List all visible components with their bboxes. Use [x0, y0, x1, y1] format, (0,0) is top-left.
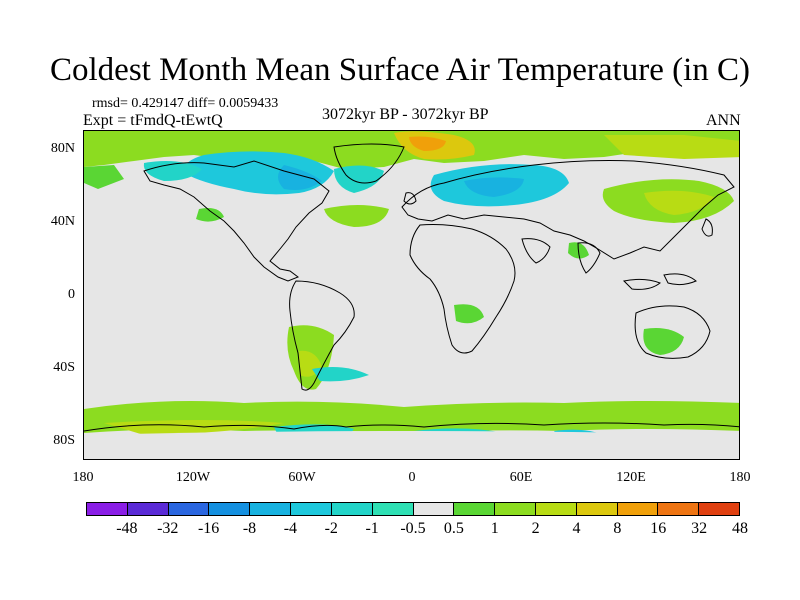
- legend-swatch: [576, 503, 618, 515]
- legend-label: 0.5: [443, 520, 464, 537]
- coastline-africa: [409, 224, 516, 354]
- anomaly-region: [464, 177, 524, 197]
- coastline-antarctica: [84, 422, 739, 432]
- lon-label: 120E: [616, 470, 646, 485]
- legend-label: 1: [490, 520, 499, 537]
- temperature-map: [84, 131, 739, 459]
- legend-swatch: [617, 503, 659, 515]
- coastline-eurasia: [401, 160, 735, 260]
- legend-label: 16: [650, 520, 667, 537]
- anomaly-region: [644, 190, 714, 215]
- period-label: 3072kyr BP - 3072kyr BP: [322, 106, 489, 123]
- lat-label: 40N: [50, 214, 75, 229]
- legend-swatch: [372, 503, 414, 515]
- legend-swatch: [331, 503, 373, 515]
- coastline-greenland: [333, 143, 405, 184]
- anomaly-region: [84, 431, 739, 459]
- legend-swatch: [413, 503, 455, 515]
- legend-swatch: [535, 503, 577, 515]
- season-label: ANN: [706, 112, 741, 129]
- lon-label: 180: [72, 470, 94, 485]
- legend-swatch: [127, 503, 169, 515]
- lat-label: 0: [68, 287, 75, 302]
- coastline-australia: [634, 305, 711, 359]
- legend-swatch: [495, 503, 536, 515]
- coastline-south-america: [289, 280, 355, 391]
- legend-label: 8: [613, 520, 622, 537]
- legend-swatch: [250, 503, 292, 515]
- coastline-india: [521, 238, 551, 264]
- legend-swatch: [658, 503, 700, 515]
- lon-label: 60W: [288, 470, 316, 485]
- legend-label: -4: [283, 520, 298, 537]
- legend-label: 32: [691, 520, 708, 537]
- anomaly-region: [643, 328, 684, 355]
- color-legend: [86, 502, 740, 516]
- legend-label: 2: [531, 520, 540, 537]
- stats-text: rmsd= 0.429147 diff= 0.0059433: [92, 96, 279, 111]
- legend-swatch: [454, 503, 496, 515]
- anomaly-region: [334, 165, 384, 193]
- legend-label: 48: [732, 520, 748, 537]
- anomaly-region: [84, 165, 124, 189]
- lat-label: 80S: [53, 433, 75, 448]
- lon-label: 120W: [175, 470, 211, 485]
- legend-label: -0.5: [400, 520, 426, 537]
- anomaly-region: [312, 367, 369, 382]
- legend-swatch: [168, 503, 210, 515]
- coastline-islands: [663, 273, 697, 286]
- lat-label: 40S: [53, 360, 75, 375]
- map-panel: [83, 130, 740, 460]
- coastline-uk: [403, 192, 417, 205]
- legend-label: -2: [324, 520, 338, 537]
- anomaly-region: [604, 135, 739, 159]
- anomaly-region: [454, 304, 484, 324]
- anomaly-region: [104, 420, 284, 435]
- legend-label: -8: [242, 520, 257, 537]
- legend-swatch: [699, 503, 739, 515]
- lon-label: 180: [729, 470, 751, 485]
- coastline-japan: [701, 218, 713, 237]
- anomaly-region: [278, 165, 322, 190]
- lat-label: 80N: [50, 141, 75, 156]
- legend-label: -1: [365, 520, 379, 537]
- legend-label: 4: [572, 520, 581, 537]
- legend-swatch: [209, 503, 251, 515]
- anomaly-region: [409, 136, 446, 151]
- legend-swatch: [87, 503, 128, 515]
- map-title: Coldest Month Mean Surface Air Temperatu…: [50, 52, 750, 88]
- coastline-north-america: [143, 160, 330, 282]
- legend-swatch: [291, 503, 332, 515]
- anomaly-region: [196, 208, 224, 222]
- coastline-islands: [622, 278, 662, 290]
- anomaly-region: [324, 205, 389, 227]
- legend-label: -48: [116, 520, 138, 537]
- anomaly-region: [143, 161, 202, 181]
- legend-label: -16: [197, 520, 220, 537]
- lon-label: 0: [408, 470, 416, 485]
- coastline-india: [577, 242, 601, 274]
- lon-label: 60E: [509, 470, 533, 485]
- experiment-label: Expt = tFmdQ-tEwtQ: [83, 112, 223, 129]
- legend-label: -32: [157, 520, 179, 537]
